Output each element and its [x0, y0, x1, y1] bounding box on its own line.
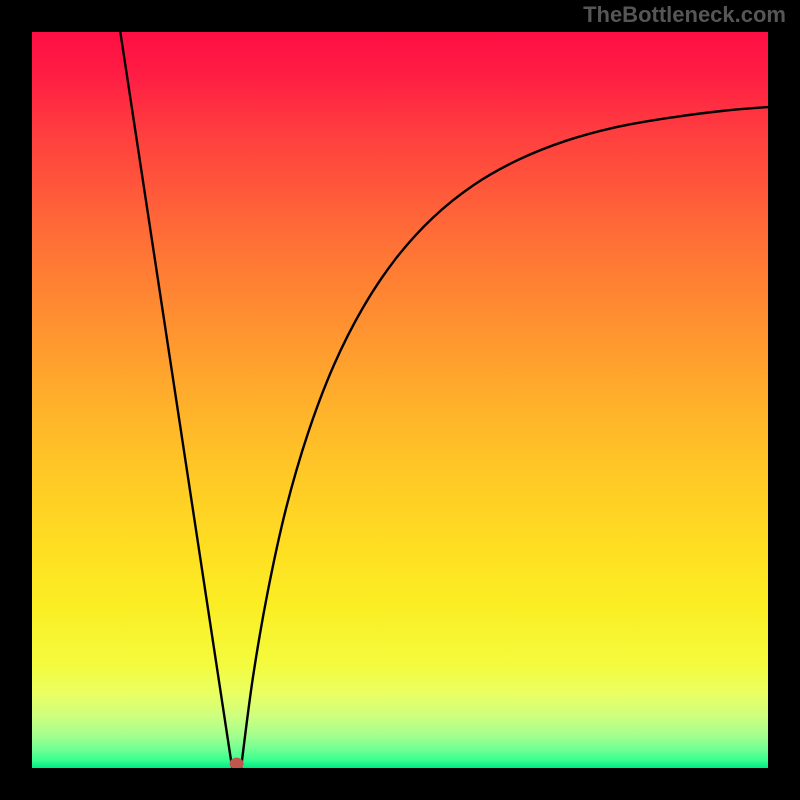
plot-area [32, 32, 768, 768]
plot-background [32, 32, 768, 768]
chart-frame: TheBottleneck.com [0, 0, 800, 800]
watermark-text: TheBottleneck.com [583, 2, 786, 28]
chart-svg [32, 32, 768, 768]
